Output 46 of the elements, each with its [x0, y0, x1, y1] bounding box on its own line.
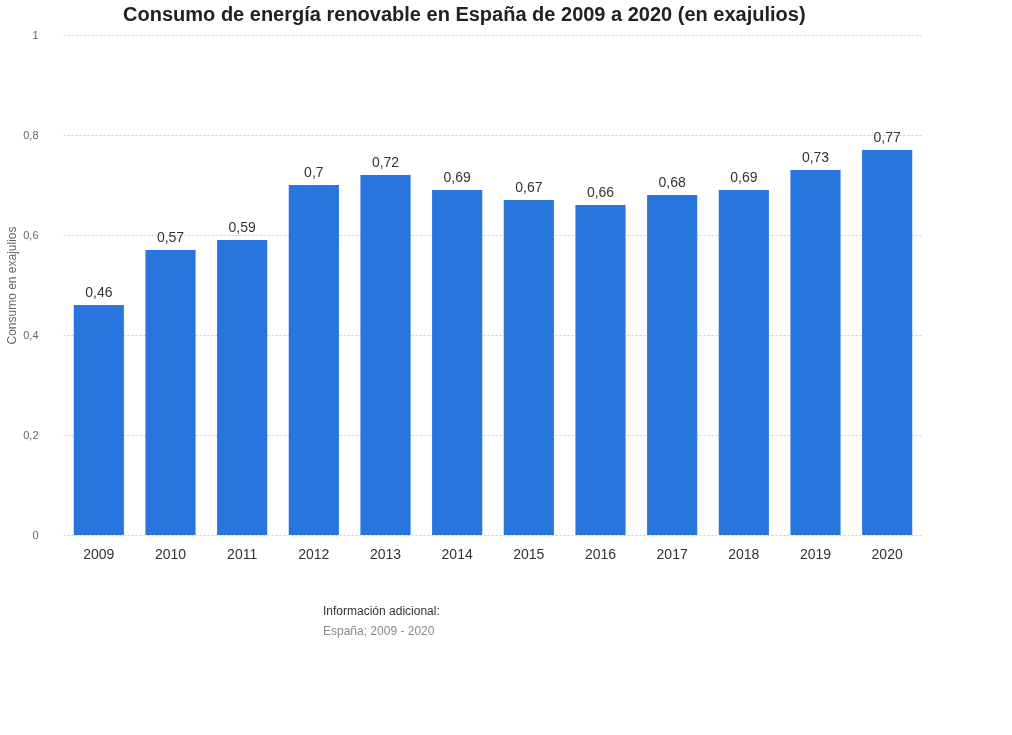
- y-tick-label: 0,8: [23, 128, 39, 141]
- x-tick-label: 2014: [441, 545, 473, 562]
- y-tick-label: 0: [32, 528, 39, 541]
- bar: [647, 195, 698, 535]
- y-tick-label: 0,2: [23, 428, 39, 441]
- bar: [718, 190, 769, 535]
- x-tick-label: 2013: [369, 545, 402, 562]
- data-label: 0,67: [515, 179, 543, 195]
- x-tick-label: 2015: [513, 545, 545, 562]
- x-tick-label: 2012: [298, 545, 330, 562]
- data-label: 0,77: [873, 129, 901, 145]
- bar: [217, 240, 268, 535]
- x-tick-label: 2010: [154, 545, 187, 562]
- x-tick-label: 2017: [656, 545, 688, 562]
- data-label: 0,57: [156, 229, 185, 245]
- y-tick-label: 0,6: [23, 228, 39, 241]
- bar: [288, 185, 339, 535]
- x-tick-label: 2019: [799, 545, 832, 562]
- data-label: 0,73: [801, 149, 830, 165]
- x-tick-label: 2020: [871, 545, 903, 562]
- text: Información adicional:: [323, 604, 440, 618]
- bar: [145, 250, 196, 535]
- bar: [432, 190, 483, 535]
- x-tick-label: 2018: [728, 545, 760, 562]
- bar: [862, 150, 913, 535]
- bar: [790, 170, 841, 535]
- data-label: 0,69: [443, 169, 471, 185]
- data-label: 0,66: [586, 184, 615, 200]
- data-label: 0,68: [658, 174, 686, 190]
- x-tick-label: 2016: [584, 545, 617, 562]
- x-tick-label: 2009: [83, 545, 115, 562]
- data-label: 0,46: [85, 284, 113, 300]
- y-tick-label: 0,4: [23, 328, 39, 341]
- data-label: 0,7: [304, 164, 324, 180]
- x-tick-label: 2011: [227, 545, 258, 562]
- data-label: 0,59: [228, 219, 256, 235]
- bar: [360, 175, 411, 535]
- data-label: 0,72: [371, 154, 400, 170]
- y-tick-label: 1: [32, 28, 39, 41]
- bar: [575, 205, 626, 535]
- bar: [73, 305, 124, 535]
- bar: [503, 200, 554, 535]
- chart-title: Consumo de energía renovable en España de 2009 a 2020 (en exajulios): [123, 3, 806, 25]
- y-axis-title: Consumo en exajulios: [5, 226, 20, 345]
- data-label: 0,69: [730, 169, 758, 185]
- text: España; 2009 - 2020: [323, 624, 435, 638]
